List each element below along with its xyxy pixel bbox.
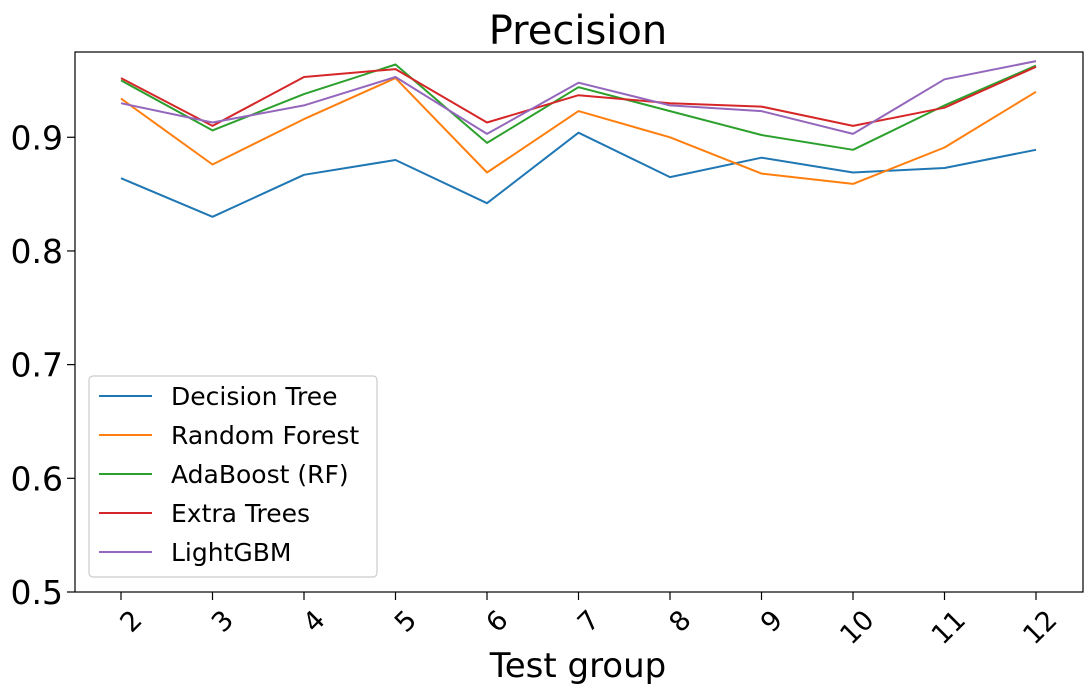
x-axis: 2 3 4 5 6 7 8 9 10 11 12: [114, 592, 1064, 651]
y-tick-label: 0.7: [11, 346, 63, 385]
legend-label: Decision Tree: [171, 382, 337, 411]
x-tick-label: 6: [480, 605, 514, 639]
legend-label: Extra Trees: [171, 499, 310, 528]
x-tick-label: 7: [572, 605, 606, 639]
x-tick-label: 10: [834, 605, 880, 651]
x-tick-label: 4: [297, 605, 331, 639]
legend-label: Random Forest: [171, 421, 359, 450]
y-axis: 0.5 0.6 0.7 0.8 0.9: [11, 118, 75, 612]
series-line-3: [120, 63, 1037, 151]
series-line-5: [120, 60, 1037, 135]
x-tick-label: 2: [114, 605, 148, 639]
series-line-1: [120, 131, 1037, 218]
y-tick-label: 0.5: [11, 573, 63, 612]
legend: Decision Tree Random Forest AdaBoost (RF) E…: [88, 375, 378, 578]
x-axis-label: Test group: [489, 646, 667, 686]
x-tick-label: 11: [926, 605, 972, 651]
y-tick-label: 0.6: [11, 459, 63, 498]
x-tick-label: 3: [206, 605, 240, 639]
chart-title: Precision: [489, 8, 667, 54]
series-lines: [120, 60, 1037, 218]
x-tick-label: 8: [663, 605, 697, 639]
series-line-2: [120, 77, 1037, 185]
legend-label: LightGBM: [171, 538, 291, 567]
y-tick-label: 0.8: [11, 232, 63, 271]
legend-box: [88, 375, 378, 578]
series-line-4: [120, 65, 1037, 127]
legend-label: AdaBoost (RF): [171, 460, 349, 489]
x-tick-label: 5: [389, 605, 423, 639]
x-tick-label: 9: [755, 605, 789, 639]
x-tick-label: 12: [1017, 605, 1063, 651]
y-tick-label: 0.9: [11, 118, 63, 157]
